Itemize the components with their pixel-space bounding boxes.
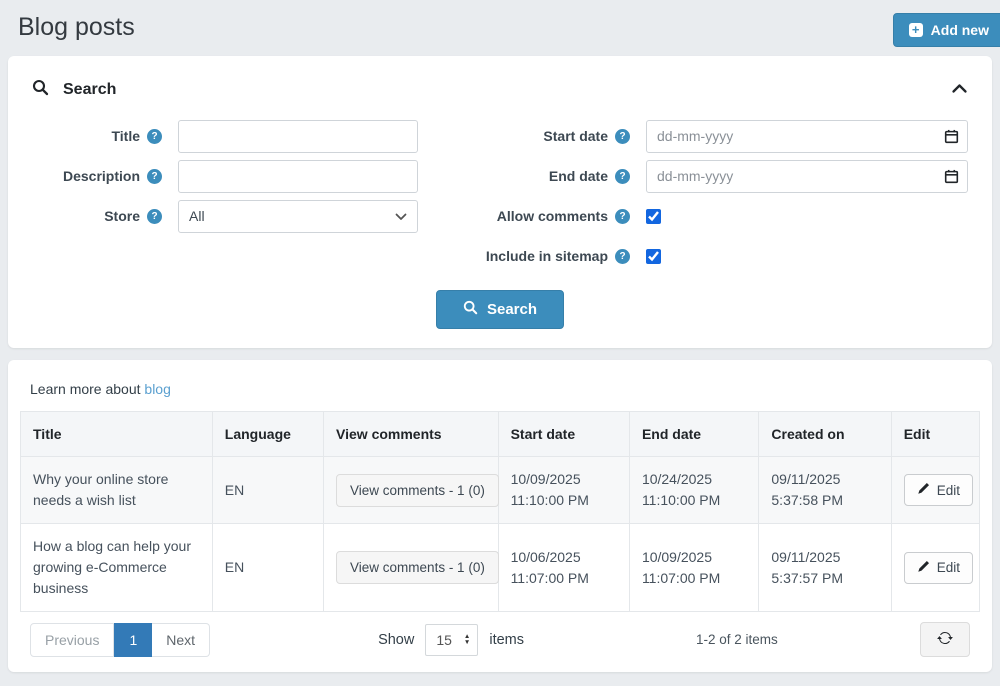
search-panel-header[interactable]: Search <box>8 56 992 116</box>
page-header: Blog posts + Add new <box>0 0 1000 56</box>
store-select[interactable]: All <box>178 199 418 233</box>
search-panel: Search Title ? Description ? <box>8 56 992 348</box>
previous-page-button[interactable]: Previous <box>30 622 115 657</box>
form-row-description: Description ? <box>32 156 512 196</box>
form-row-start-date: Start date ? <box>512 116 992 156</box>
search-icon <box>32 79 49 101</box>
title-input[interactable] <box>178 119 418 153</box>
column-header-end-date: End date <box>628 411 760 457</box>
column-header-start-date: Start date <box>497 411 630 457</box>
description-label: Description <box>62 168 140 184</box>
items-range-text: 1-2 of 2 items <box>696 632 778 647</box>
form-row-end-date: End date ? <box>512 156 992 196</box>
end-date-label: End date <box>548 168 608 184</box>
include-sitemap-checkbox[interactable] <box>646 248 661 264</box>
page-size-value: 15 <box>436 631 452 648</box>
cell-created-on: 09/11/2025 5:37:58 PM <box>758 456 892 524</box>
cell-created-on: 09/11/2025 5:37:57 PM <box>758 523 892 612</box>
view-comments-button[interactable]: View comments - 1 (0) <box>336 473 499 507</box>
page-number-button[interactable]: 1 <box>114 622 153 657</box>
edit-button[interactable]: Edit <box>903 551 973 584</box>
form-row-allow-comments: Allow comments ? <box>497 196 992 236</box>
blog-docs-link[interactable]: blog <box>144 381 171 397</box>
search-form: Title ? Description ? Store ? All <box>8 116 992 276</box>
items-label: items <box>489 631 524 648</box>
blog-posts-table: Title Language View comments Start date … <box>20 411 981 612</box>
cell-end-date: 10/24/2025 11:10:00 PM <box>628 456 760 524</box>
column-header-language: Language <box>211 411 325 457</box>
search-button-label: Search <box>486 301 538 318</box>
start-date-input[interactable] <box>646 119 968 153</box>
column-header-title: Title <box>20 411 213 457</box>
calendar-icon[interactable] <box>944 169 959 189</box>
title-label: Title <box>111 128 140 144</box>
edit-button-label: Edit <box>936 560 960 575</box>
pencil-icon <box>917 560 930 576</box>
store-label: Store <box>104 208 140 224</box>
end-date-input[interactable] <box>646 159 968 193</box>
store-select-value: All <box>189 208 205 224</box>
learn-more-text: Learn more about blog <box>30 381 980 397</box>
view-comments-button[interactable]: View comments - 1 (0) <box>336 551 499 584</box>
table-header-row: Title Language View comments Start date … <box>20 411 981 457</box>
column-header-created-on: Created on <box>758 411 892 457</box>
form-row-include-sitemap: Include in sitemap ? <box>486 236 992 276</box>
cell-language: EN <box>211 523 325 612</box>
add-new-button[interactable]: + Add new <box>892 13 1000 47</box>
next-page-button[interactable]: Next <box>152 622 211 657</box>
column-header-edit: Edit <box>890 411 981 457</box>
cell-end-date: 10/09/2025 11:07:00 PM <box>628 523 760 612</box>
refresh-icon <box>937 630 953 649</box>
description-input[interactable] <box>178 159 418 193</box>
page-size-select[interactable]: 15 ▲ ▼ <box>425 623 479 656</box>
allow-comments-checkbox[interactable] <box>646 208 661 224</box>
table-row: How a blog can help your growing e-Comme… <box>20 523 981 612</box>
page-title: Blog posts <box>18 13 135 41</box>
refresh-button[interactable] <box>920 622 970 657</box>
search-button[interactable]: Search <box>435 290 565 329</box>
description-help-icon[interactable]: ? <box>147 168 162 184</box>
chevron-up-icon <box>951 81 968 99</box>
pagination-bar: Previous 1 Next Show 15 ▲ ▼ items 1-2 of … <box>20 622 980 657</box>
learn-more-prefix: Learn more about <box>30 381 145 397</box>
show-label: Show <box>378 631 415 648</box>
edit-button-label: Edit <box>936 482 960 498</box>
cell-title: How a blog can help your growing e-Comme… <box>20 523 213 612</box>
collapse-panel-button[interactable] <box>951 81 968 99</box>
allow-comments-label: Allow comments <box>496 208 608 224</box>
plus-square-icon: + <box>908 23 923 37</box>
calendar-icon[interactable] <box>944 129 959 149</box>
start-date-label: Start date <box>543 128 608 144</box>
select-arrows-icon: ▲ ▼ <box>463 633 471 646</box>
cell-start-date: 10/06/2025 11:07:00 PM <box>497 523 630 612</box>
allow-comments-help-icon[interactable]: ? <box>615 208 630 224</box>
start-date-help-icon[interactable]: ? <box>615 128 630 144</box>
title-help-icon[interactable]: ? <box>147 128 162 144</box>
cell-title: Why your online store needs a wish list <box>20 456 213 524</box>
blog-posts-grid-panel: Learn more about blog Title Language Vie… <box>8 360 992 672</box>
cell-start-date: 10/09/2025 11:10:00 PM <box>497 456 630 524</box>
include-sitemap-help-icon[interactable]: ? <box>615 248 630 264</box>
search-panel-title: Search <box>63 81 117 98</box>
pencil-icon <box>917 482 930 498</box>
end-date-help-icon[interactable]: ? <box>615 168 630 184</box>
edit-button[interactable]: Edit <box>903 474 973 506</box>
chevron-down-icon <box>395 208 407 224</box>
add-new-label: Add new <box>930 22 989 38</box>
form-row-title: Title ? <box>32 116 512 156</box>
store-help-icon[interactable]: ? <box>147 208 162 224</box>
form-row-store: Store ? All <box>32 196 512 236</box>
include-sitemap-label: Include in sitemap <box>485 248 608 264</box>
search-icon <box>463 300 478 319</box>
cell-language: EN <box>211 456 325 524</box>
table-row: Why your online store needs a wish list … <box>20 456 981 524</box>
column-header-view-comments: View comments <box>323 411 499 457</box>
